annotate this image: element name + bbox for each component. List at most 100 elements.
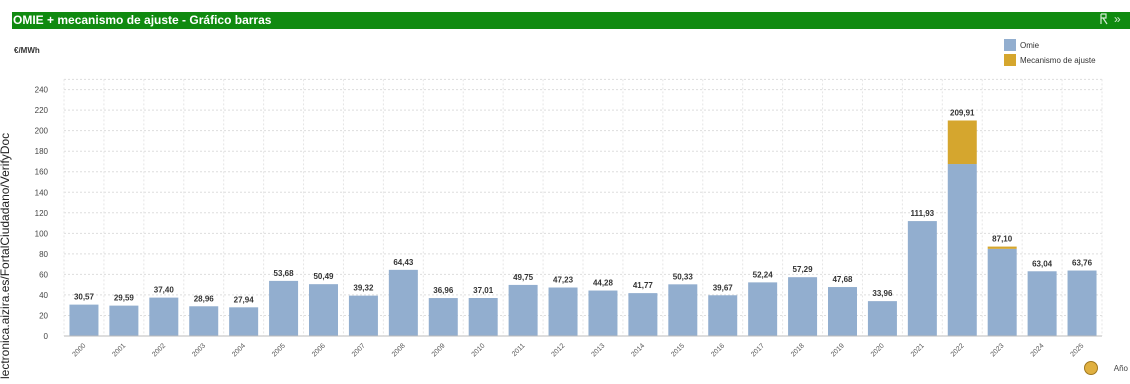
y-tick-label: 60 <box>39 270 48 279</box>
bar-omie <box>1027 271 1057 336</box>
x-tick-label: 2011 <box>511 342 527 358</box>
data-label: 47,23 <box>553 276 574 285</box>
x-tick-label: 2023 <box>990 342 1006 358</box>
bar-omie <box>628 293 658 336</box>
x-tick-label: 2002 <box>151 342 167 358</box>
side-url-text: lectronica.aizira.es/FortalCiudadano/Ver… <box>0 132 12 379</box>
y-tick-label: 100 <box>35 229 49 238</box>
x-tick-label: 2014 <box>630 342 646 358</box>
data-label: 39,67 <box>713 283 734 292</box>
bar-mecanismo <box>947 120 977 165</box>
data-label: 52,24 <box>753 270 774 279</box>
bar-omie <box>388 269 418 336</box>
data-label: 37,01 <box>473 286 494 295</box>
x-tick-label: 2000 <box>71 342 87 358</box>
x-tick-label: 2015 <box>670 342 686 358</box>
data-label: 29,59 <box>114 294 135 303</box>
bar-omie <box>748 282 778 336</box>
data-label: 63,04 <box>1032 259 1053 268</box>
x-tick-label: 2008 <box>391 342 407 358</box>
y-tick-label: 220 <box>35 106 49 115</box>
x-tick-label: 2006 <box>311 342 327 358</box>
y-tick-label: 200 <box>35 127 49 136</box>
bar-omie <box>428 298 458 336</box>
data-label: 50,33 <box>673 272 694 281</box>
y-tick-label: 0 <box>44 332 49 341</box>
data-label: 64,43 <box>393 258 414 267</box>
bar-omie <box>309 284 338 336</box>
x-axis-label: Año <box>1113 364 1128 373</box>
bar-mecanismo <box>987 246 1017 249</box>
expand-icon[interactable]: » <box>1114 12 1121 26</box>
y-tick-label: 120 <box>35 209 49 218</box>
bar-omie <box>987 248 1017 336</box>
x-tick-label: 2017 <box>750 342 766 358</box>
bar-omie <box>109 305 139 336</box>
x-tick-label: 2005 <box>271 342 287 358</box>
data-label: 53,68 <box>274 269 295 278</box>
legend-swatch-mecanismo <box>1004 54 1016 66</box>
data-label: 44,28 <box>593 279 614 288</box>
legend-label-mecanismo: Mecanismo de ajuste <box>1020 56 1096 65</box>
data-label: 41,77 <box>633 281 654 290</box>
bar-omie <box>788 277 818 336</box>
bar-omie <box>588 290 618 336</box>
bar-omie <box>149 297 179 336</box>
bar-omie <box>508 284 538 336</box>
bar-omie <box>1067 270 1097 336</box>
x-tick-label: 2004 <box>231 342 247 358</box>
y-tick-label: 80 <box>39 250 48 259</box>
x-tick-label: 2018 <box>790 342 806 358</box>
x-tick-label: 2019 <box>830 342 846 358</box>
bar-omie <box>708 295 738 336</box>
x-tick-label: 2024 <box>1030 342 1046 358</box>
x-tick-label: 2009 <box>431 342 447 358</box>
x-tick-label: 2022 <box>950 342 966 358</box>
chart-area: 0 20 40 60 80 100 120 140 160 180 200 220 240 €/MWh 30… <box>12 30 1130 379</box>
data-label: 57,29 <box>793 265 814 274</box>
bar-omie <box>947 164 977 336</box>
bar-omie <box>907 221 937 336</box>
bar-omie <box>69 304 99 336</box>
x-tick-label: 2016 <box>710 342 726 358</box>
bar-chart: 0 20 40 60 80 100 120 140 160 180 200 220 240 €/MWh 30… <box>14 39 1103 358</box>
y-tick-label: 180 <box>35 147 49 156</box>
x-tick-label: 2020 <box>870 342 886 358</box>
y-tick-label: 240 <box>35 86 49 95</box>
bar-omie <box>269 280 299 336</box>
settings-icon[interactable] <box>1084 361 1098 375</box>
y-tick-label: 20 <box>39 311 48 320</box>
data-label: 63,76 <box>1072 259 1093 268</box>
data-label: 49,75 <box>513 273 534 282</box>
x-tick-label: 2013 <box>590 342 606 358</box>
refresh-icon[interactable] <box>1098 12 1110 29</box>
bar-omie <box>348 295 378 336</box>
y-tick-label: 160 <box>35 168 49 177</box>
legend-swatch-omie <box>1004 39 1016 51</box>
bar-omie <box>229 307 259 336</box>
data-label: 39,32 <box>353 284 374 293</box>
y-tick-label: 40 <box>39 291 48 300</box>
bar-omie <box>548 287 578 336</box>
x-tick-label: 2025 <box>1069 342 1085 358</box>
bar-omie <box>189 306 219 336</box>
data-label: 209,91 <box>950 108 975 117</box>
chart-title: OMIE + mecanismo de ajuste - Gráfico bar… <box>13 13 272 27</box>
chart-header: OMIE + mecanismo de ajuste - Gráfico bar… <box>12 12 1130 29</box>
bar-omie <box>668 284 698 336</box>
x-tick-label: 2007 <box>351 342 367 358</box>
bar-omie <box>867 301 897 336</box>
legend-label-omie: Omie <box>1020 41 1040 50</box>
x-tick-label: 2003 <box>191 342 207 358</box>
data-label: 28,96 <box>194 294 215 303</box>
data-label: 50,49 <box>313 272 334 281</box>
data-label: 111,93 <box>911 209 935 218</box>
x-tick-label: 2010 <box>471 342 487 358</box>
bar-omie <box>828 287 857 336</box>
x-tick-label: 2001 <box>111 342 127 358</box>
x-tick-label: 2021 <box>910 342 926 358</box>
data-label: 27,94 <box>234 295 255 304</box>
data-label: 30,57 <box>74 293 95 302</box>
bar-omie <box>468 298 498 336</box>
data-label: 36,96 <box>433 286 454 295</box>
